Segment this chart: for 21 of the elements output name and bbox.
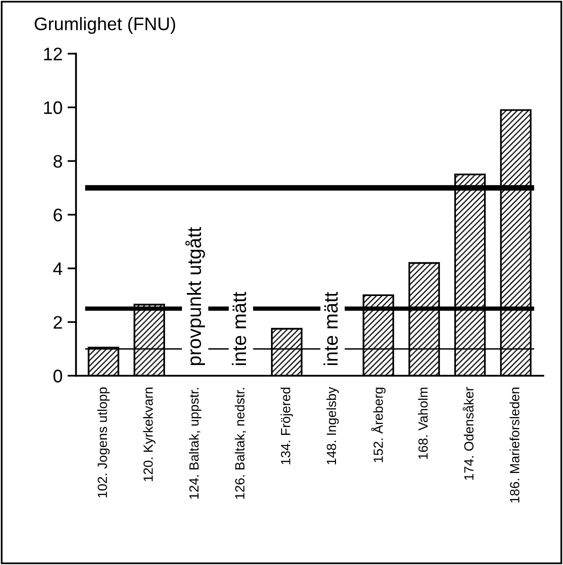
annotation: inte mätt [232,292,246,366]
x-tick-label: 168. Vaholm [418,388,428,459]
x-tick-label: 120. Kyrkekvarn [143,388,156,482]
annotation: inte mätt [323,292,338,366]
x-tick-label: 102. Jogens utlopp [97,387,110,498]
y-tick-label: 10 [44,101,62,114]
y-axis-title: Grumlighet (FNU) [34,17,176,34]
y-tick-label: 8 [54,154,62,168]
y-tick-label: 6 [54,208,62,222]
x-tick-label: 186. Marieforsleden [510,388,520,502]
x-tick-label: 126. Baltak, nedstr. [234,388,246,499]
x-tick-label: 174. Odensåker [462,387,474,480]
x-tick-label: 134. Fröjered [280,388,293,464]
x-tick-label: 124. Baltak, uppstr. [188,388,202,499]
x-tick-label: 148. Ingelsby [326,386,339,464]
y-tick-label: 4 [53,262,62,275]
y-tick-label: 0 [53,370,62,382]
y-tick-label: 2 [54,316,62,329]
x-tick-label: 152. Åreberg [371,388,386,462]
annotation: provpunkt utgått [185,227,205,366]
y-tick-label: 12 [44,48,62,60]
